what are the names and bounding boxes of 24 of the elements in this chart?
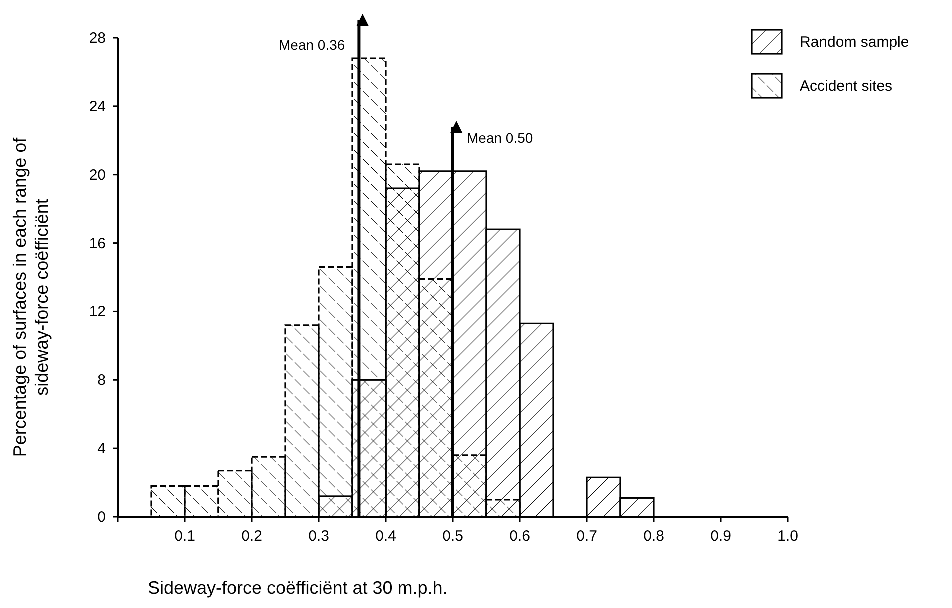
y-tick-label: 12 xyxy=(89,304,106,321)
y-tick-label: 24 xyxy=(89,98,106,116)
x-tick-label: 0.3 xyxy=(308,528,330,545)
y-tick-label: 0 xyxy=(98,509,106,526)
x-tick-label: 0.5 xyxy=(442,528,464,545)
x-tick-label: 0.4 xyxy=(376,528,396,545)
y-tick-label: 28 xyxy=(89,30,106,47)
legend-label: Accident sites xyxy=(800,78,893,95)
legend-label: Random sample xyxy=(800,34,910,51)
y-tick-label: 8 xyxy=(98,372,106,390)
x-tick-label: 0.6 xyxy=(510,528,530,545)
y-tick-label: 20 xyxy=(89,166,106,184)
ref-line-label: Mean 0.36 xyxy=(279,37,346,53)
x-tick-label: 0.1 xyxy=(174,528,196,545)
x-tick-label: 0.2 xyxy=(242,528,262,545)
x-tick-label: 1.0 xyxy=(778,528,798,545)
x-axis-title: Sideway-force coëfficiënt at 30 m.p.h. xyxy=(148,578,448,598)
y-tick-label: 4 xyxy=(98,440,106,458)
y-axis-title: Percentage of surfaces in each range of sideway-force coëfficiënt xyxy=(10,136,52,458)
ref-line-label: Mean 0.50 xyxy=(467,130,534,146)
y-tick-label: 16 xyxy=(89,235,106,252)
x-tick-label: 0.9 xyxy=(710,528,732,545)
x-tick-label: 0.8 xyxy=(644,528,664,545)
x-tick-label: 0.7 xyxy=(576,528,598,545)
